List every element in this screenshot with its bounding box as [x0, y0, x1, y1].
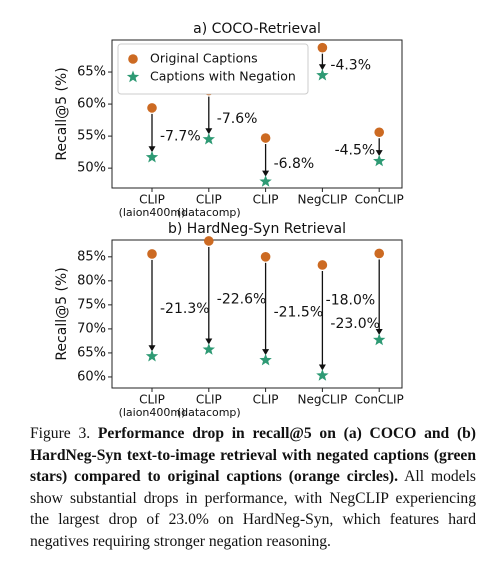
star-marker [126, 70, 140, 83]
star-marker [202, 343, 215, 355]
circle-marker [260, 133, 271, 143]
arrow-head [262, 349, 270, 356]
y-tick-label: 70% [77, 321, 106, 336]
star-marker [373, 154, 386, 167]
caption-label: Figure 3. [30, 425, 91, 442]
legend-label: Original Captions [150, 51, 258, 66]
circle-marker [260, 252, 271, 262]
drop-annotation: -18.0% [326, 293, 376, 309]
x-tick-label: (datacomp) [177, 206, 241, 219]
arrow-head [375, 150, 383, 157]
arrow-head [375, 328, 383, 335]
chart-title: a) COCO-Retrieval [193, 21, 321, 37]
circle-marker [317, 42, 328, 53]
y-axis-label: Recall@5 (%) [54, 267, 70, 360]
star-marker [316, 369, 329, 381]
y-tick-label: 65% [77, 345, 106, 360]
drop-annotation: -4.3% [330, 57, 371, 73]
y-axis-label: Recall@5 (%) [54, 67, 70, 160]
drop-annotation: -21.5% [274, 304, 324, 320]
plot-frame [111, 239, 403, 389]
x-tick-label: NegCLIP [297, 393, 347, 407]
star-marker [202, 132, 215, 145]
drop-annotation: -4.5% [335, 143, 376, 159]
arrow-head [318, 364, 326, 371]
star-marker [145, 150, 159, 163]
legend-label: Captions with Negation [150, 69, 296, 84]
y-tick-label: 65% [77, 65, 106, 80]
x-tick-label: CLIP [253, 193, 279, 207]
x-tick-label: (datacomp) [177, 406, 241, 419]
drop-annotation: -7.6% [217, 111, 258, 127]
star-marker [259, 175, 272, 187]
star-marker [316, 68, 329, 81]
caption-text: All models show substantial drops in per… [30, 468, 476, 550]
circle-marker [374, 248, 385, 259]
y-tick-label: 60% [77, 97, 106, 112]
x-tick-label: (laion400m) [119, 206, 186, 219]
x-tick-label: (laion400m) [119, 406, 186, 419]
arrow-head [205, 128, 213, 135]
y-tick-label: 85% [77, 249, 106, 264]
y-tick-label: 60% [77, 369, 106, 384]
y-tick-label: 80% [77, 273, 106, 288]
y-tick-label: 75% [77, 297, 106, 312]
x-tick-label: ConCLIP [355, 393, 404, 407]
star-marker [145, 349, 159, 362]
arrow-head [205, 338, 213, 345]
arrow-head [148, 345, 156, 352]
x-tick-label: CLIP [139, 393, 165, 407]
x-tick-label: CLIP [253, 393, 279, 407]
star-marker [373, 333, 386, 346]
drop-annotation: -6.8% [274, 156, 315, 172]
drop-annotation: -23.0% [330, 316, 380, 332]
star-marker [259, 353, 272, 366]
circle-marker [147, 103, 157, 113]
figure: a) COCO-Retrieval Recall@5 (%) 50% 55% 60% 65… [54, 21, 404, 419]
arrow-head [262, 170, 270, 177]
circle-marker [204, 236, 214, 246]
y-tick-label: 55% [77, 129, 106, 144]
caption-bold: Performance drop in recall@5 on (a) COCO… [30, 425, 476, 485]
chart-title: b) HardNeg-Syn Retrieval [168, 221, 346, 237]
x-tick-label: CLIP [196, 193, 222, 207]
circle-marker [317, 260, 328, 270]
x-tick-label: CLIP [139, 193, 165, 207]
x-tick-label: CLIP [196, 393, 222, 407]
circle-marker [128, 54, 138, 64]
caption: Figure 3. Performance drop in recall@5 o… [30, 423, 476, 552]
x-tick-label: ConCLIP [355, 193, 404, 207]
circle-marker [147, 249, 157, 259]
y-tick-label: 50% [77, 161, 106, 176]
arrow-head [148, 146, 156, 153]
drop-annotation: -22.6% [217, 291, 267, 307]
arrow-head [318, 64, 326, 71]
x-tick-label: NegCLIP [297, 193, 347, 207]
drop-annotation: -7.7% [160, 129, 201, 145]
circle-marker [374, 127, 385, 138]
drop-annotation: -21.3% [160, 301, 210, 317]
legend-box [117, 43, 309, 95]
plot-frame [111, 39, 403, 189]
